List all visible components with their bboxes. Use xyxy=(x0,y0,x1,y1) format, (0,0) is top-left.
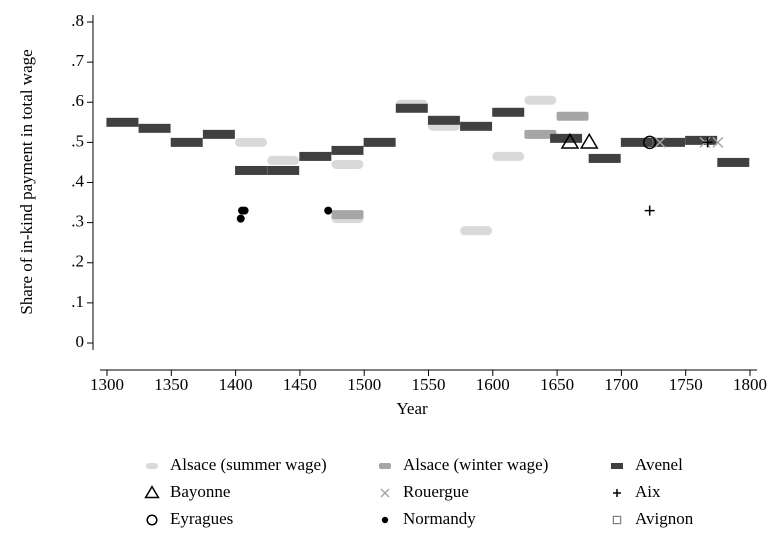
x-tick-label: 1800 xyxy=(733,375,767,394)
bar-marker xyxy=(235,137,268,147)
x-tick-label: 1750 xyxy=(669,375,703,394)
bar-marker xyxy=(620,137,653,147)
bar-marker xyxy=(460,226,493,236)
bar-marker xyxy=(427,115,460,125)
bar-marker xyxy=(202,129,235,139)
y-tick-label: .3 xyxy=(71,212,84,231)
dot-marker xyxy=(240,206,249,215)
y-tick-label: 0 xyxy=(76,332,85,351)
bar-marker xyxy=(363,137,396,147)
bar-marker xyxy=(331,159,364,169)
bar-marker xyxy=(331,145,364,155)
bar-marker xyxy=(395,103,428,113)
x-tick-label: 1500 xyxy=(347,375,381,394)
y-axis-label: Share of in-kind payment in total wage xyxy=(17,49,36,314)
x-tick-label: 1450 xyxy=(283,375,317,394)
cross-marker xyxy=(380,488,390,498)
plus-marker xyxy=(613,489,621,497)
bar-marker xyxy=(267,155,300,165)
bar-marker xyxy=(138,123,171,133)
bar-marker xyxy=(685,135,718,145)
triangle-marker xyxy=(579,132,599,149)
bar-marker xyxy=(588,153,621,163)
bar-marker xyxy=(492,107,525,117)
bar-marker xyxy=(299,151,332,161)
bar-marker xyxy=(492,151,525,161)
bar-marker xyxy=(170,137,203,147)
dot-marker xyxy=(324,206,333,215)
square-marker xyxy=(612,515,622,525)
y-tick-label: .7 xyxy=(71,51,84,70)
x-tick-label: 1400 xyxy=(219,375,253,394)
y-tick-label: .1 xyxy=(71,292,84,311)
bar-marker xyxy=(331,210,364,220)
bar-marker xyxy=(379,463,391,469)
y-tick-label: .8 xyxy=(71,11,84,30)
bar-marker xyxy=(524,129,557,139)
legend-label: Bayonne xyxy=(170,482,230,501)
legend-label: Eyragues xyxy=(170,509,233,528)
x-tick-label: 1600 xyxy=(476,375,510,394)
dot-marker xyxy=(381,516,389,524)
x-tick-label: 1350 xyxy=(154,375,188,394)
bar-marker xyxy=(652,137,685,147)
plus-marker xyxy=(702,137,713,148)
plus-marker xyxy=(644,205,655,216)
legend-label: Alsace (summer wage) xyxy=(170,455,327,474)
triangle-marker xyxy=(560,132,580,149)
y-tick-label: .4 xyxy=(71,171,84,190)
bar-marker xyxy=(524,95,557,105)
legend-label: Avignon xyxy=(635,509,694,528)
y-tick-label: .2 xyxy=(71,252,84,271)
bar-marker xyxy=(717,157,750,167)
x-tick-label: 1700 xyxy=(604,375,638,394)
legend-label: Rouergue xyxy=(403,482,469,501)
circle-marker xyxy=(146,514,158,526)
y-tick-label: .5 xyxy=(71,131,84,150)
circle-marker xyxy=(642,135,657,150)
x-axis-label: Year xyxy=(396,399,428,418)
bar-marker xyxy=(235,165,268,175)
x-tick-label: 1300 xyxy=(90,375,124,394)
x-tick-label: 1550 xyxy=(412,375,446,394)
y-tick-label: .6 xyxy=(71,91,84,110)
legend-label: Normandy xyxy=(403,509,476,528)
bar-marker xyxy=(146,463,158,469)
legend-label: Aix xyxy=(635,482,661,501)
bar-marker xyxy=(556,111,589,121)
legend-label: Avenel xyxy=(635,455,683,474)
triangle-marker xyxy=(144,485,160,499)
x-tick-label: 1650 xyxy=(540,375,574,394)
cross-marker xyxy=(712,136,724,148)
bar-marker xyxy=(550,133,583,143)
bar-marker xyxy=(106,117,139,127)
legend-label: Alsace (winter wage) xyxy=(403,455,548,474)
bar-marker xyxy=(460,121,493,131)
bar-marker xyxy=(611,463,623,469)
cross-marker xyxy=(654,136,666,148)
bar-marker xyxy=(267,165,300,175)
dot-marker xyxy=(236,214,245,223)
